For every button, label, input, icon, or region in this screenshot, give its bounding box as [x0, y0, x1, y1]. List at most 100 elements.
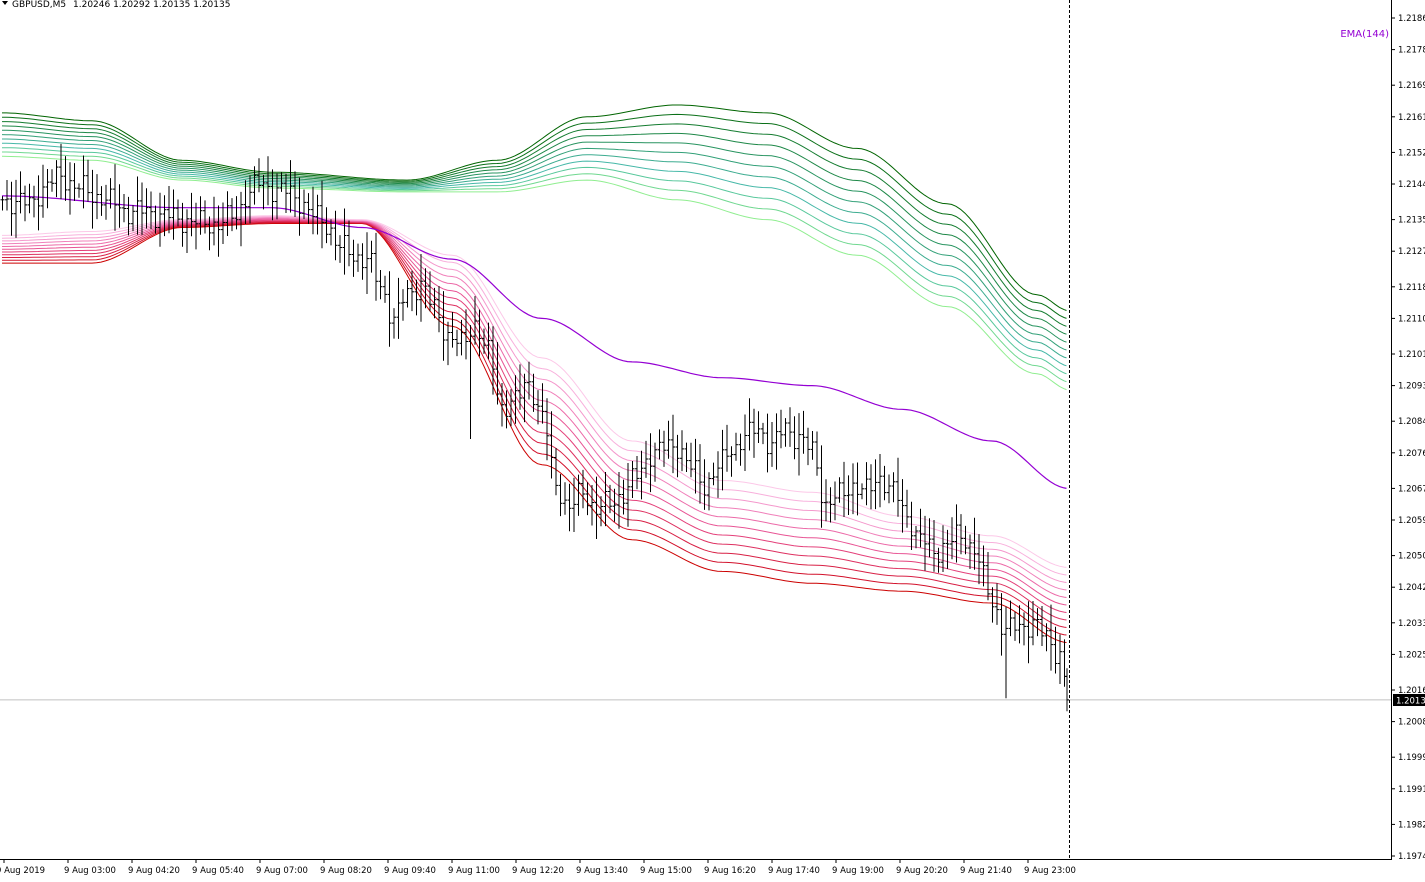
- ohlc-bar: [792, 416, 797, 460]
- price-tick-label: 1.2118: [1398, 283, 1425, 293]
- ohlc-bar: [774, 413, 779, 470]
- chart-symbol: GBPUSD,M5: [12, 0, 66, 10]
- price-tick-label: 1.2059: [1398, 516, 1425, 526]
- ohlc-bar: [95, 174, 99, 220]
- ohlc-bar: [72, 163, 77, 201]
- ohlc-bar: [495, 342, 500, 405]
- ohlc-bar: [14, 179, 18, 238]
- ohlc-bar: [630, 461, 635, 498]
- ohlc-bar: [441, 291, 446, 361]
- ohlc-bar: [405, 280, 410, 308]
- ohlc-bar: [657, 429, 662, 460]
- upper-ribbon-line-1: [2, 104, 1067, 311]
- ohlc-bar: [1004, 606, 1008, 699]
- time-tick-label: 9 Aug 04:20: [128, 866, 180, 876]
- ohlc-bar: [414, 279, 419, 316]
- ohlc-bar: [693, 438, 698, 494]
- ohlc-bar: [900, 479, 905, 533]
- time-tick-label: 9 Aug 20:20: [896, 866, 948, 876]
- ohlc-bar: [135, 176, 140, 235]
- ohlc-bar: [990, 587, 995, 623]
- ohlc-bar: [914, 526, 918, 549]
- upper-ribbon-line-8: [2, 142, 1067, 367]
- ohlc-bar: [599, 496, 603, 527]
- ohlc-bar: [189, 192, 194, 237]
- ohlc-bar: [167, 186, 171, 234]
- ohlc-bar: [995, 583, 999, 625]
- price-axis[interactable]: 1.2186 1.2178 1.2169 1.2161 1.2152 1.2144 1.21…: [1391, 14, 1425, 862]
- ohlc-bar: [941, 525, 945, 572]
- ohlc-bar: [527, 361, 531, 400]
- upper-ribbon-line-2: [1, 113, 1067, 319]
- ohlc-bar: [797, 413, 801, 476]
- lower-ribbon-line-9: [2, 216, 1067, 583]
- ohlc-bar: [18, 171, 23, 214]
- price-tick-label: 1.2186: [1398, 14, 1425, 24]
- upper-ribbon-line-5: [2, 129, 1067, 343]
- ohlc-bar: [860, 483, 864, 500]
- ohlc-bar: [558, 474, 563, 517]
- ohlc-bar: [819, 445, 824, 528]
- ohlc-bar: [482, 328, 486, 354]
- ohlc-bar: [351, 239, 356, 277]
- ohlc-bar: [1013, 611, 1017, 641]
- ohlc-bar: [999, 593, 1004, 656]
- price-tick-label: 1.2101: [1398, 350, 1425, 360]
- ohlc-bar: [212, 196, 216, 246]
- time-axis[interactable]: 9 Aug 2019 9 Aug 03:00 9 Aug 04:20 9 Aug 05…: [0, 859, 1076, 876]
- price-tick-label: 1.1974: [1398, 852, 1425, 862]
- ohlc-bar: [891, 472, 896, 503]
- ohlc-bar: [684, 442, 689, 472]
- ohlc-bar: [950, 517, 954, 560]
- ohlc-bar: [234, 196, 239, 230]
- indicator-label[interactable]: EMA(144): [1340, 29, 1389, 40]
- ohlc-bar: [945, 529, 950, 569]
- ohlc-bar: [432, 287, 437, 319]
- ohlc-bar: [689, 442, 693, 478]
- ohlc-bar: [54, 160, 59, 198]
- ohlc-bar: [279, 172, 284, 192]
- ohlc-bar: [1062, 639, 1067, 687]
- ohlc-bar: [158, 192, 162, 247]
- ohlc-bar: [356, 243, 360, 272]
- ohlc-bar: [464, 309, 468, 360]
- ohlc-bar: [626, 463, 630, 527]
- time-tick-label: 9 Aug 19:00: [832, 866, 884, 876]
- ohlc-bar: [585, 482, 590, 516]
- ohlc-bar: [810, 431, 815, 460]
- ohlc-bar: [333, 210, 338, 261]
- ohlc-bar: [293, 171, 297, 217]
- ohlc-bar: [401, 289, 405, 321]
- ohlc-bar: [248, 175, 252, 224]
- ohlc-bar: [581, 469, 585, 509]
- ohlc-bar: [27, 183, 32, 214]
- ohlc-bar: [410, 270, 414, 312]
- ohlc-bar: [707, 472, 711, 511]
- lower-ribbon-line-6: [2, 219, 1067, 606]
- chart-collapse-icon[interactable]: [2, 1, 8, 5]
- time-tick-label: 9 Aug 09:40: [384, 866, 436, 876]
- ohlc-bar: [603, 472, 608, 527]
- ohlc-bar: [554, 448, 558, 496]
- ohlc-bar: [153, 205, 158, 234]
- ohlc-bar: [918, 508, 923, 548]
- ohlc-bars[interactable]: [0, 143, 1070, 712]
- price-tick-label: 1.2161: [1398, 113, 1425, 123]
- ohlc-bar: [171, 189, 176, 240]
- ema-144-line: [2, 195, 1067, 489]
- price-tick-label: 1.2084: [1398, 417, 1425, 427]
- ohlc-bar: [446, 321, 450, 366]
- time-tick-label: 9 Aug 23:00: [1024, 866, 1076, 876]
- ohlc-bar: [788, 407, 792, 447]
- ohlc-bar: [347, 220, 351, 267]
- ohlc-bar: [329, 219, 333, 246]
- ohlc-bar: [563, 482, 567, 515]
- ohlc-bar: [113, 164, 117, 231]
- ohlc-bar: [729, 446, 734, 477]
- ohlc-bar: [140, 182, 144, 235]
- ohlc-bar: [239, 191, 243, 247]
- ohlc-bar: [468, 325, 473, 439]
- ohlc-bar: [837, 477, 842, 503]
